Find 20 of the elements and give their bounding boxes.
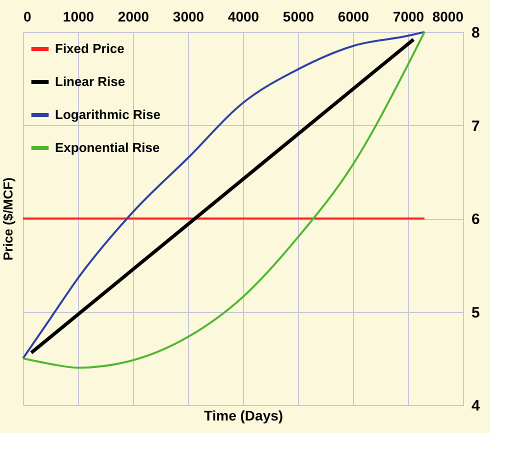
- legend-label: Fixed Price: [55, 41, 124, 56]
- legend-label: Linear Rise: [55, 74, 126, 89]
- x-tick-label: 3000: [172, 8, 204, 24]
- y-axis-title: Price ($/MCF): [0, 177, 16, 261]
- y-tick-label: 7: [472, 118, 480, 135]
- x-tick-label: 1000: [62, 8, 94, 24]
- y-tick-label: 4: [472, 398, 480, 414]
- y-tick-label: 6: [472, 211, 480, 228]
- x-tick-label: 8000: [432, 8, 464, 24]
- legend-label: Exponential Rise: [55, 140, 160, 155]
- x-tick-label: 7000: [392, 8, 424, 24]
- x-axis-title: Time (Days): [204, 408, 284, 424]
- x-tick-label: 6000: [338, 8, 370, 24]
- y-tick-label: 5: [472, 304, 480, 322]
- x-tick-label: 5000: [282, 8, 314, 24]
- x-tick-label: 0: [24, 8, 32, 24]
- x-tick-label: 4000: [228, 8, 260, 24]
- y-tick-label: 8: [472, 24, 480, 42]
- legend-label: Logarithmic Rise: [55, 107, 160, 122]
- x-tick-label: 2000: [118, 8, 150, 24]
